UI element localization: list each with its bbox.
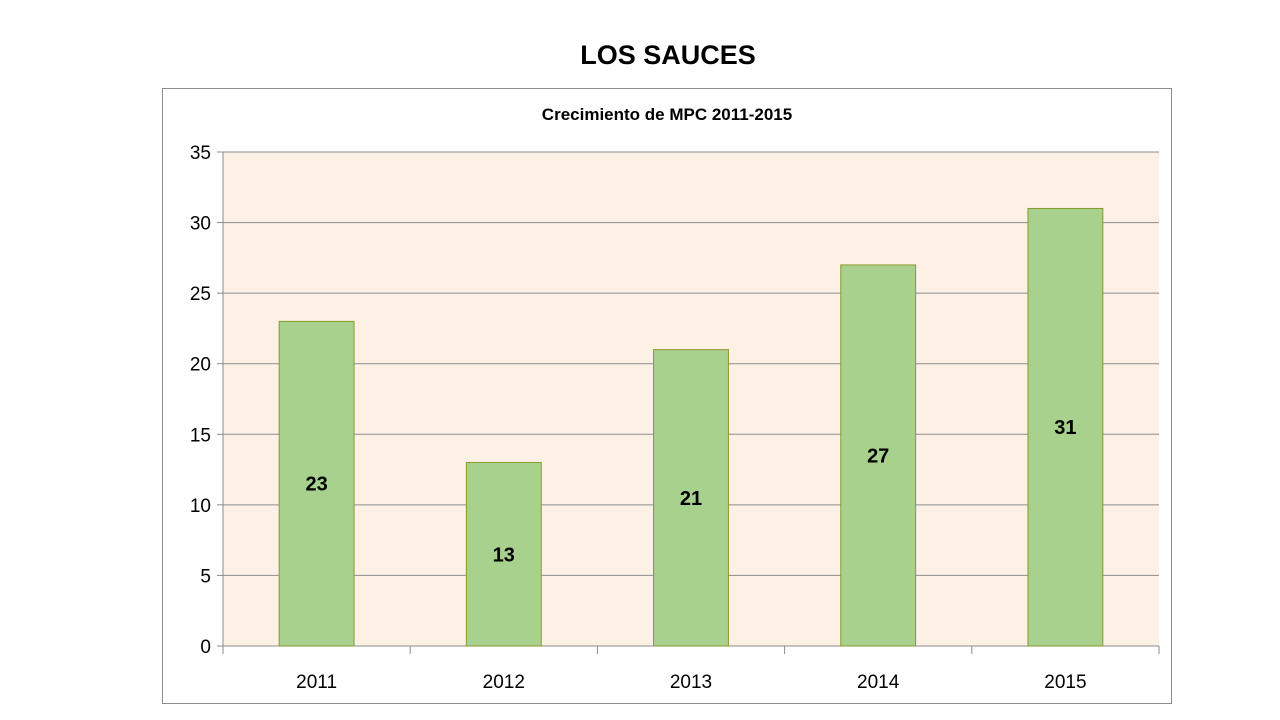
bar-2015 [1027,207,1104,647]
y-tick-label: 30 [190,214,211,235]
bar-2011 [278,320,355,647]
y-tick-label: 0 [200,637,211,658]
y-tick-label: 5 [200,566,211,587]
bar-2012 [465,462,542,647]
data-label-2013: 21 [680,488,702,510]
y-tick-label: 20 [190,355,211,376]
y-tick-label: 10 [190,496,211,517]
y-tick-label: 35 [190,143,211,164]
page-title: LOS SAUCES [580,40,756,70]
data-label-2014: 27 [867,445,889,467]
bar-2014 [840,264,917,647]
y-tick-label: 25 [190,284,211,305]
data-label-2015: 31 [1054,417,1076,439]
x-tick-label: 2011 [296,672,337,693]
x-tick-label: 2013 [670,672,712,693]
bar-2013 [653,349,729,647]
chart-title: Crecimiento de MPC 2011-2015 [542,105,792,124]
x-tick-label: 2014 [857,672,900,693]
y-tick-label: 15 [190,425,211,446]
data-label-2011: 23 [305,474,327,496]
data-label-2012: 13 [493,544,515,566]
x-tick-label: 2015 [1044,672,1086,693]
x-tick-label: 2012 [483,672,525,693]
